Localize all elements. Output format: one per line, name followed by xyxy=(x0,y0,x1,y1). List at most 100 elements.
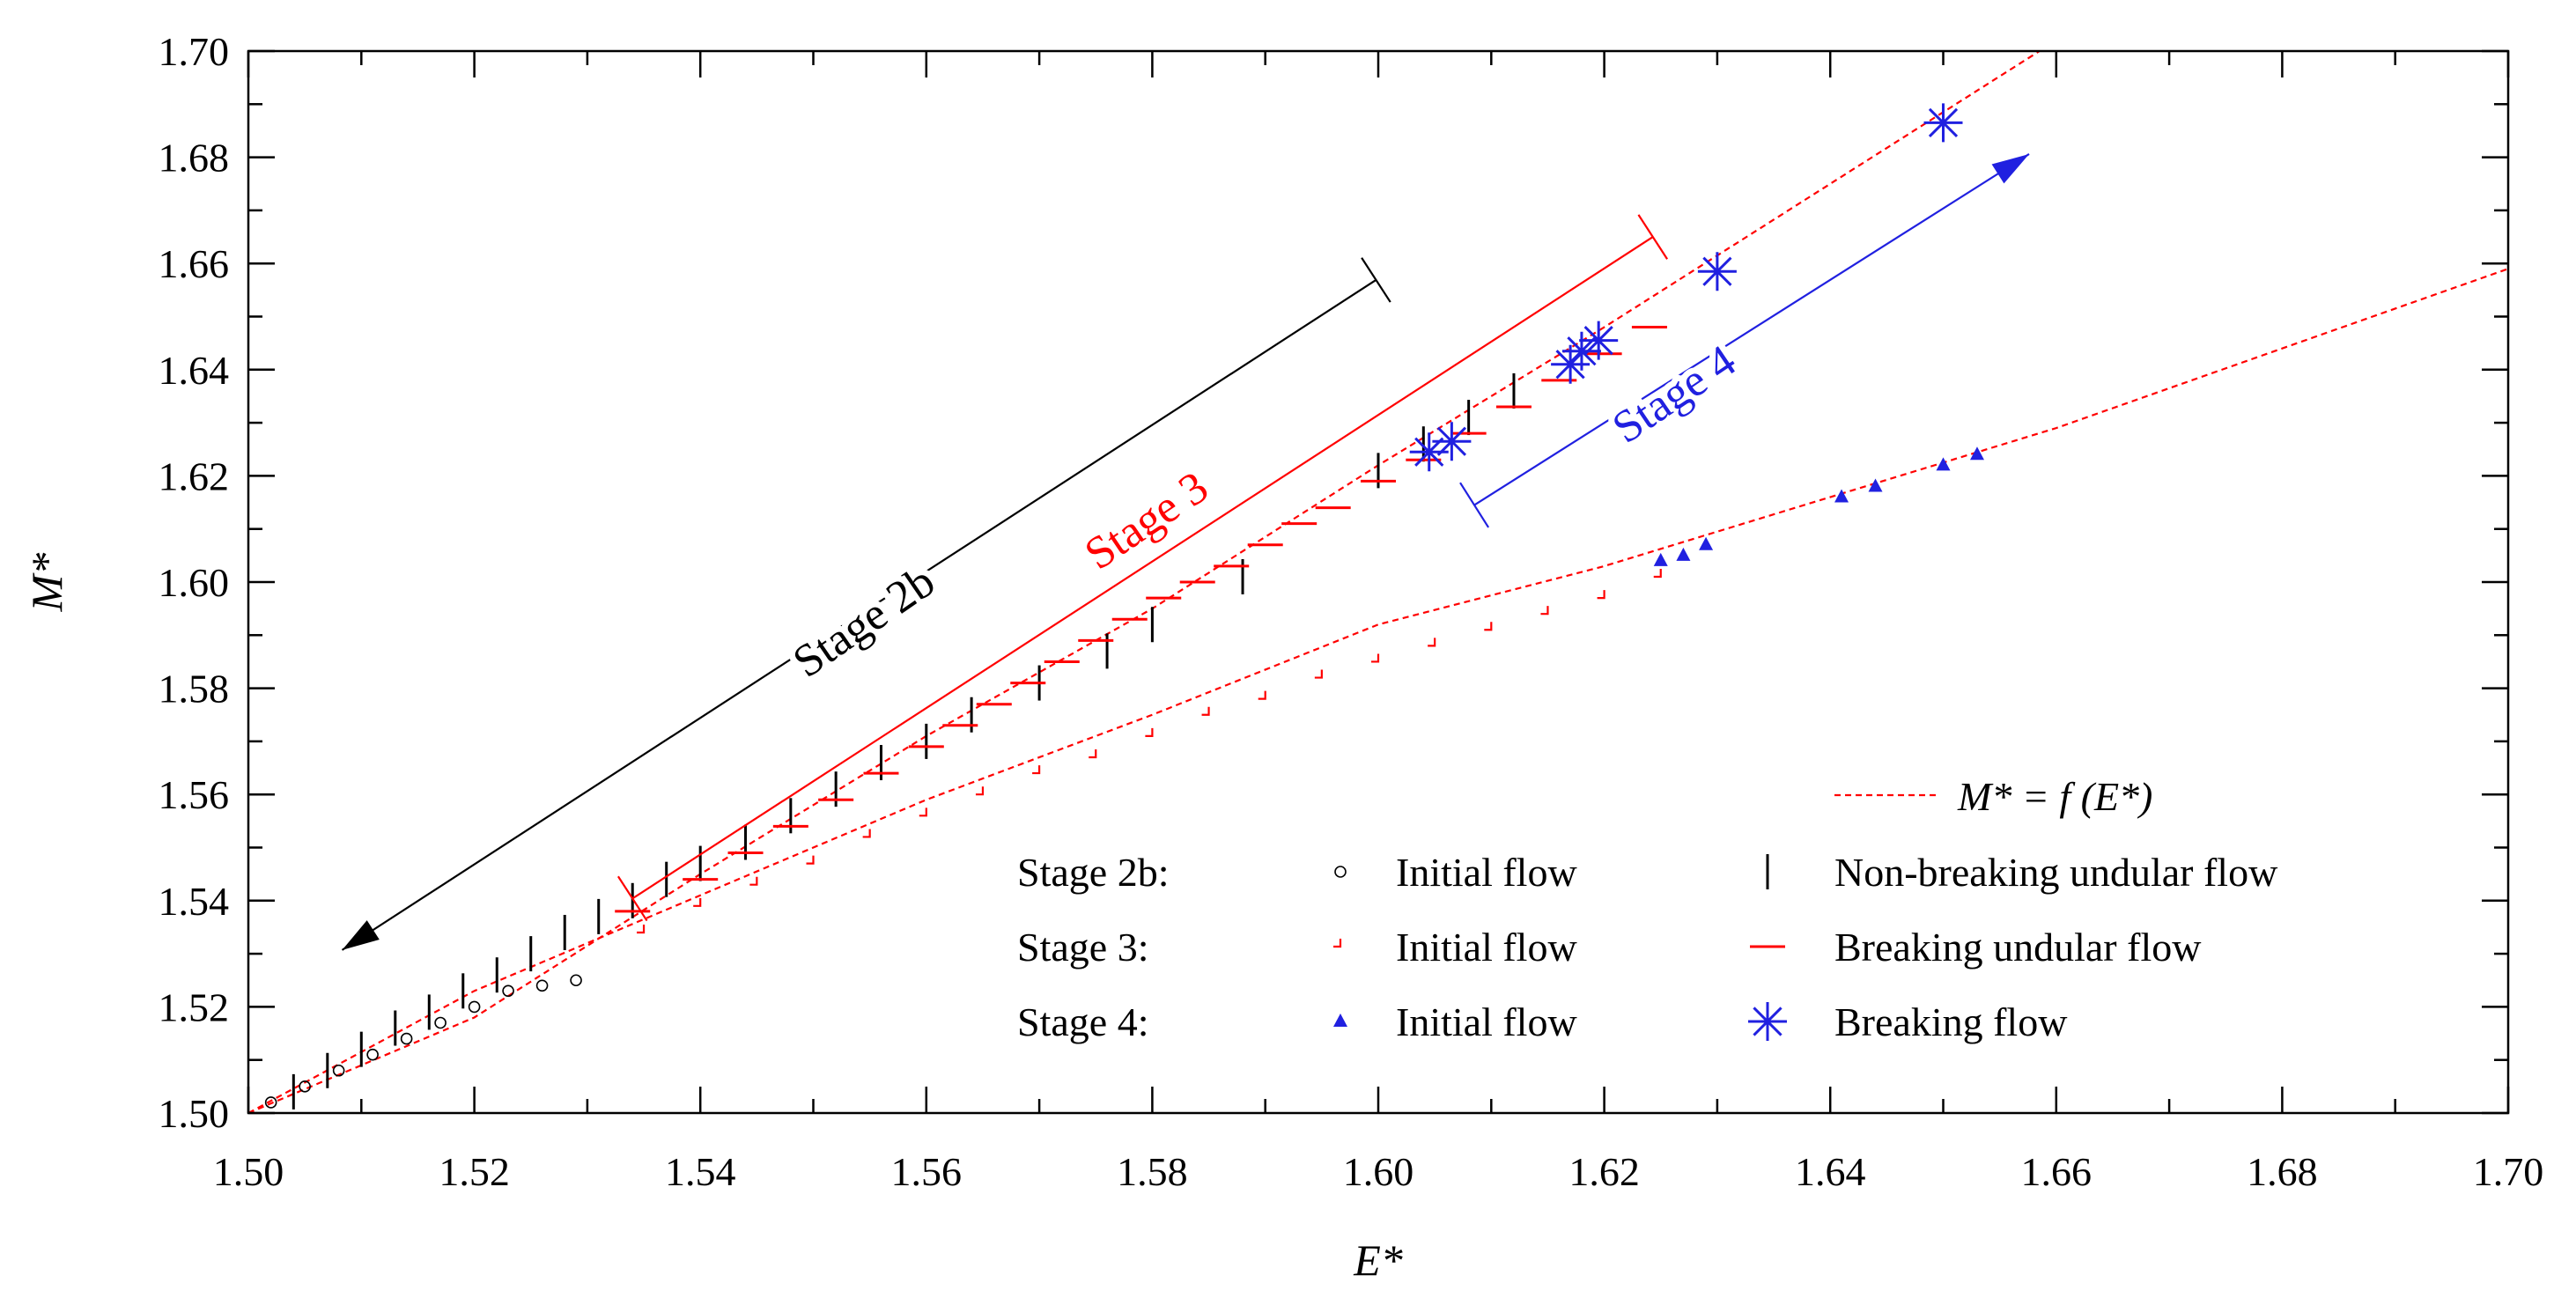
x-tick-label: 1.64 xyxy=(1795,1149,1866,1194)
annotation-arrowhead xyxy=(342,920,380,950)
annotation: Stage 2b xyxy=(341,257,1391,951)
series-5 xyxy=(1409,103,1963,472)
y-tick-label: 1.50 xyxy=(159,1091,230,1136)
annotation-line xyxy=(631,236,1654,900)
x-tick-label: 1.56 xyxy=(891,1149,963,1194)
x-tick-label: 1.50 xyxy=(213,1149,284,1194)
legend-symbol xyxy=(1333,939,1342,948)
plot-area xyxy=(248,51,2508,1113)
legend-row: Stage 2b: Initial flow Non-breaking undula… xyxy=(1017,850,2278,895)
data-point xyxy=(1145,727,1154,737)
legend-stage-label: Stage 3: xyxy=(1017,925,1148,970)
legend-initial-label: Initial flow xyxy=(1396,850,1577,895)
data-point xyxy=(1653,552,1668,566)
y-tick-label: 1.60 xyxy=(159,560,230,605)
data-point xyxy=(1089,748,1097,759)
data-point xyxy=(693,897,702,907)
annotation-end-bar xyxy=(1637,214,1669,260)
data-point xyxy=(919,807,927,817)
legend-other-label: Non-breaking undular flow xyxy=(1834,850,2278,895)
data-point xyxy=(862,829,871,838)
legend-stage-label: Stage 2b: xyxy=(1017,850,1169,895)
legend-symbol xyxy=(1333,1014,1347,1027)
series-0 xyxy=(264,974,582,1109)
series-4 xyxy=(1653,446,1984,566)
annotation-end-bar xyxy=(616,875,648,922)
data-point xyxy=(299,1080,311,1093)
y-tick-label: 1.56 xyxy=(159,772,230,817)
legend-symbol xyxy=(1748,1002,1787,1041)
x-tick-label: 1.52 xyxy=(439,1149,510,1194)
data-point xyxy=(1409,432,1449,472)
x-tick-label: 1.68 xyxy=(2247,1149,2318,1194)
data-point xyxy=(637,924,646,934)
legend: M* = f (E*) Stage 2b: Initial flow Non-brea… xyxy=(1017,774,2278,1044)
y-axis-label: M* xyxy=(22,553,71,613)
legend-initial-label: Initial flow xyxy=(1396,999,1577,1044)
y-tick-label: 1.54 xyxy=(159,879,230,924)
annotation-label: Stage 2b xyxy=(785,557,944,688)
x-axis-label: E* xyxy=(1353,1235,1403,1285)
legend-other-label: Breaking flow xyxy=(1834,999,2068,1044)
fit-curve xyxy=(248,51,2041,1113)
data-point xyxy=(535,979,549,992)
legend-curve-label: M* = f (E*) xyxy=(1957,774,2152,819)
x-tick-label: 1.58 xyxy=(1117,1149,1188,1194)
data-point xyxy=(749,876,758,886)
y-tick-label: 1.64 xyxy=(159,348,230,393)
series-2 xyxy=(637,568,1662,934)
legend-symbol xyxy=(1334,866,1347,878)
annotation: Stage 3 xyxy=(616,214,1669,922)
data-point xyxy=(332,1064,345,1077)
annotation-arrowhead xyxy=(1991,153,2030,184)
data-point xyxy=(1314,669,1323,679)
annotation-end-bar xyxy=(1459,482,1490,528)
annotation-label: Stage 3 xyxy=(1076,462,1217,580)
data-point xyxy=(1432,422,1472,461)
legend-curve-entry: M* = f (E*) xyxy=(1834,774,2152,819)
annotation-line xyxy=(1473,153,2030,506)
y-tick-label: 1.68 xyxy=(159,136,230,181)
data-point xyxy=(570,974,582,987)
y-tick-label: 1.70 xyxy=(159,29,230,74)
fit-curve xyxy=(248,268,2508,1113)
stage-annotations: Stage 2b Stage 3 Stage 4 xyxy=(341,153,2030,951)
data-point xyxy=(1936,457,1951,471)
data-point xyxy=(1676,547,1691,561)
data-point xyxy=(1561,331,1601,371)
data-point xyxy=(1699,536,1714,550)
data-point xyxy=(1371,653,1380,663)
series-3 xyxy=(615,326,1667,913)
data-point xyxy=(1868,478,1883,492)
x-tick-label: 1.62 xyxy=(1568,1149,1640,1194)
data-point xyxy=(806,855,815,865)
x-tick-label: 1.60 xyxy=(1343,1149,1414,1194)
data-point xyxy=(1697,252,1737,291)
x-tick-label: 1.66 xyxy=(2021,1149,2093,1194)
series-1 xyxy=(292,372,1516,1110)
legend-stage-label: Stage 4: xyxy=(1017,999,1148,1044)
annotation: Stage 4 xyxy=(1459,153,2030,528)
data-point xyxy=(1540,606,1549,616)
annotation-label: Stage 4 xyxy=(1604,335,1745,453)
data-point xyxy=(1653,568,1662,579)
axes: 1.50 1.52 1.54 1.56 1.58 1.60 1.62 1.64 1.66 1.68… xyxy=(22,29,2543,1285)
data-point xyxy=(1032,765,1041,775)
data-point xyxy=(400,1032,413,1045)
data-point xyxy=(264,1096,277,1109)
legend-other-label: Breaking undular flow xyxy=(1834,925,2202,970)
data-point xyxy=(1484,622,1493,631)
legend-row: Stage 4: Initial flow Breaking flow xyxy=(1017,999,2068,1044)
annotation-end-bar xyxy=(1361,257,1391,303)
y-tick-label: 1.66 xyxy=(159,241,230,286)
data-point xyxy=(1834,489,1849,503)
data-point xyxy=(1201,706,1210,716)
data-point xyxy=(1923,103,1963,143)
data-point xyxy=(366,1048,379,1061)
data-point xyxy=(975,786,985,796)
data-point xyxy=(1258,690,1266,700)
y-tick-label: 1.58 xyxy=(159,667,230,711)
data-point xyxy=(1579,321,1619,360)
data-point xyxy=(434,1016,447,1029)
data-point xyxy=(1597,590,1605,600)
